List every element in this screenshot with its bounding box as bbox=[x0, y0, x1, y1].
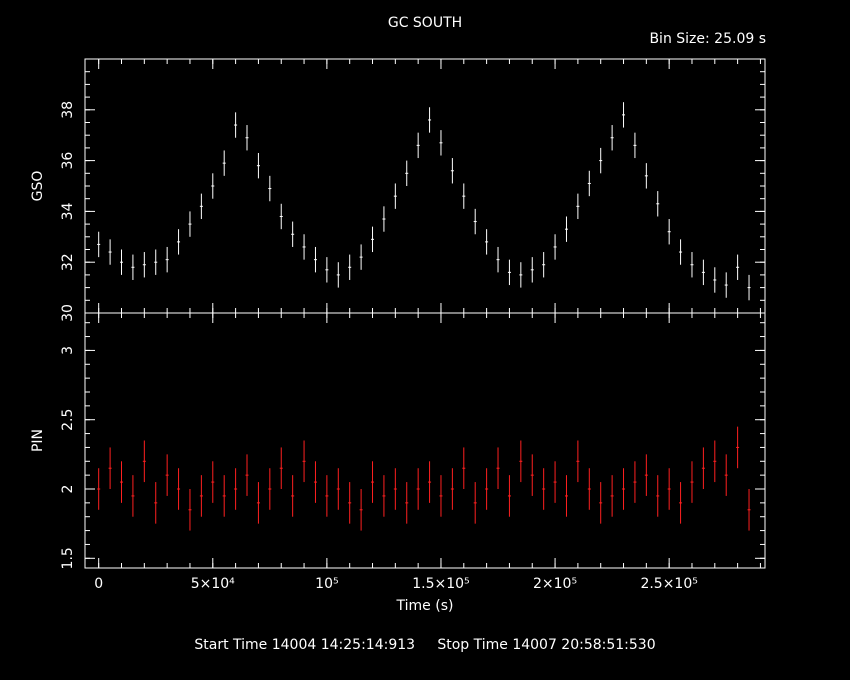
chart-title: GC SOUTH bbox=[387, 15, 463, 31]
pin-panel-frame bbox=[84, 312, 766, 569]
time-range-footer: Start Time 14004 14:25:14:913 Stop Time … bbox=[0, 637, 850, 653]
x-axis-label: Time (s) bbox=[396, 598, 454, 614]
gso-series bbox=[97, 102, 751, 301]
gso-y-axis-label: GSO bbox=[30, 171, 46, 202]
gso-y-tick-label: 36 bbox=[60, 152, 76, 170]
start-time-label: Start Time bbox=[194, 637, 268, 653]
bin-size-label: Bin Size: 25.09 s bbox=[649, 31, 766, 47]
x-tick-label: 2.5×10⁵ bbox=[640, 576, 697, 592]
start-time-value: 14004 14:25:14:913 bbox=[271, 637, 416, 653]
pin-series bbox=[97, 426, 751, 531]
x-tick-label: 2×10⁵ bbox=[533, 576, 577, 592]
gso-y-tick-label: 30 bbox=[60, 304, 76, 322]
pin-y-axis-label: PIN bbox=[30, 429, 46, 452]
pin-y-tick-label: 3 bbox=[60, 346, 76, 355]
gso-y-tick-label: 32 bbox=[60, 253, 76, 271]
pin-y-tick-label: 2.5 bbox=[60, 409, 76, 431]
pin-y-tick-label: 2 bbox=[60, 485, 76, 494]
x-tick-label: 1.5×10⁵ bbox=[412, 576, 469, 592]
gso-y-tick-label: 34 bbox=[60, 202, 76, 220]
stop-time-value: 14007 20:58:51:530 bbox=[512, 637, 656, 653]
x-tick-label: 5×10⁴ bbox=[191, 576, 235, 592]
pin-y-tick-label: 1.5 bbox=[60, 547, 76, 569]
stop-time-label: Stop Time bbox=[437, 637, 508, 653]
x-tick-label: 10⁵ bbox=[315, 576, 338, 592]
gso-y-tick-label: 38 bbox=[60, 101, 76, 119]
gso-panel-frame bbox=[84, 58, 766, 314]
x-tick-label: 0 bbox=[94, 576, 103, 592]
axes: 30 32 34 36 38 GSO 1.5 2 2.5 3 PIN 0 5×10⁴ 10⁵ 1.5×10⁵… bbox=[30, 58, 766, 592]
